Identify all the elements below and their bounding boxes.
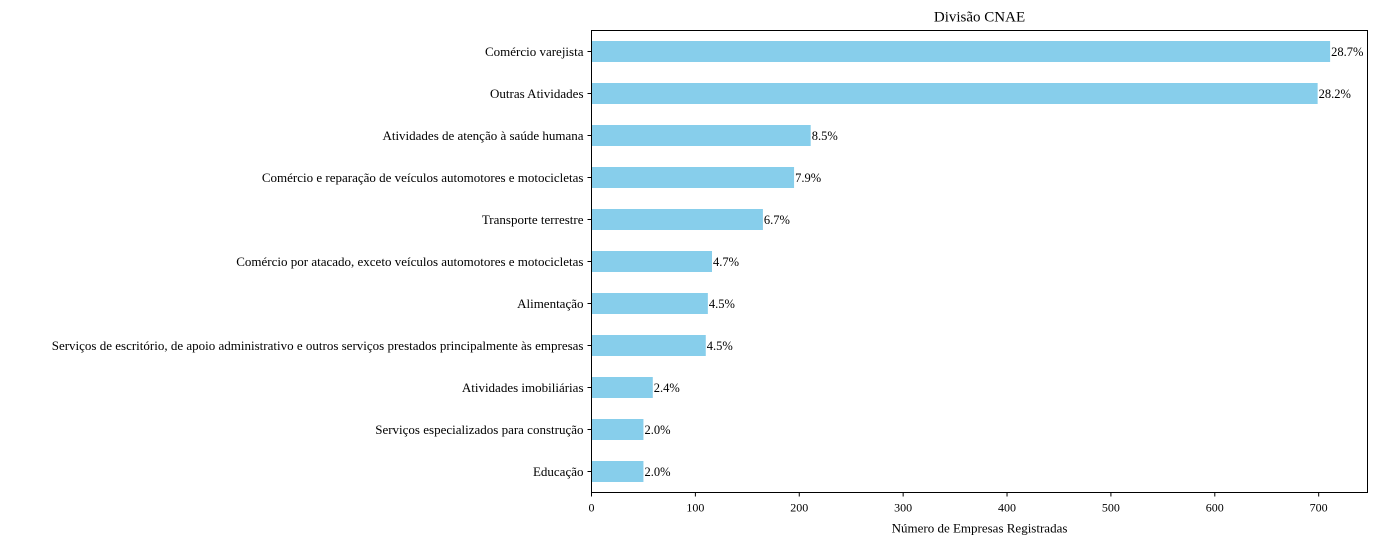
category-label: Educação [533,464,584,479]
data-label: 4.5% [707,339,733,353]
x-tick-label: 100 [686,501,704,515]
bar [591,461,644,482]
chart-title: Divisão CNAE [934,10,1025,26]
x-axis-ticks-group: 0 100 200 300 400 500 600 700 [589,492,1328,515]
data-label: 4.5% [709,297,735,311]
bar [591,209,763,230]
bar [591,293,708,314]
category-label: Comércio e reparação de veículos automot… [262,170,584,185]
bar [591,377,653,398]
x-tick-label: 0 [589,501,595,515]
category-label: Atividades de atenção à saúde humana [382,128,583,143]
category-label: Comércio varejista [485,44,584,59]
category-label: Alimentação [517,296,583,311]
bar [591,83,1318,104]
category-label: Comércio por atacado, exceto veículos au… [236,254,583,269]
x-tick-label: 500 [1102,501,1120,515]
x-tick-label: 700 [1310,501,1328,515]
x-tick-label: 200 [790,501,808,515]
category-labels-group: Comércio varejista Outras Atividades Ativi… [52,44,592,479]
x-tick-label: 600 [1206,501,1224,515]
data-label: 8.5% [812,129,838,143]
data-label: 7.9% [795,171,821,185]
bar [591,335,706,356]
x-tick-label: 400 [998,501,1016,515]
bar [591,41,1331,62]
data-label: 28.7% [1331,45,1363,59]
data-labels-group: 28.7% 28.2% 8.5% 7.9% 6.7% 4.7% 4.5% 4.5% 2.4% 2.… [644,45,1363,479]
data-label: 6.7% [764,213,790,227]
bars-group [591,41,1331,482]
x-tick-label: 300 [894,501,912,515]
category-label: Serviços especializados para construção [375,422,583,437]
bar [591,125,811,146]
bar [591,419,644,440]
data-label: 28.2% [1319,87,1351,101]
data-label: 2.4% [654,381,680,395]
bar [591,251,713,272]
data-label: 2.0% [644,423,670,437]
data-label: 4.7% [713,255,739,269]
category-label: Atividades imobiliárias [462,380,584,395]
plot-area-frame [591,30,1368,493]
category-label: Transporte terrestre [482,212,584,227]
data-label: 2.0% [644,465,670,479]
x-axis-title: Número de Empresas Registradas [892,521,1068,536]
category-label: Serviços de escritório, de apoio adminis… [52,338,584,353]
bar [591,167,795,188]
category-label: Outras Atividades [490,86,584,101]
